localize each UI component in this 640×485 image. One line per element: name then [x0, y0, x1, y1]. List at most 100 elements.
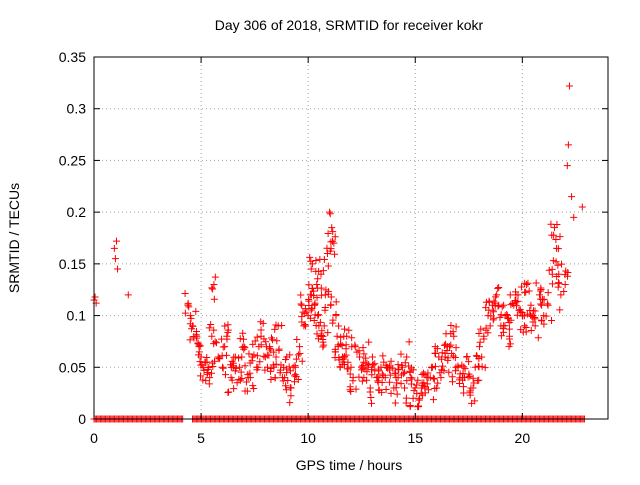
data-point: [256, 358, 264, 366]
data-point: [532, 279, 540, 287]
data-point: [548, 317, 556, 325]
data-point: [254, 363, 262, 371]
data-point: [313, 281, 321, 289]
data-point: [444, 354, 452, 362]
data-point: [208, 369, 216, 377]
data-point: [181, 309, 189, 317]
data-point: [544, 301, 552, 309]
data-point: [537, 317, 545, 325]
data-point: [368, 399, 376, 407]
data-point: [418, 371, 426, 379]
data-point: [523, 310, 531, 318]
x-tick-label: 5: [197, 430, 205, 446]
data-point: [331, 345, 339, 353]
data-point: [505, 325, 513, 333]
data-point: [189, 322, 197, 330]
data-point: [286, 351, 294, 359]
data-point: [208, 284, 216, 292]
data-point: [490, 314, 498, 322]
data-point: [200, 366, 208, 374]
data-point: [544, 289, 552, 297]
data-point: [232, 364, 240, 372]
data-point: [438, 355, 446, 363]
data-point: [557, 291, 565, 299]
data-point: [333, 332, 341, 340]
data-point: [365, 338, 373, 346]
data-point: [332, 311, 340, 319]
data-point: [257, 341, 265, 349]
data-point: [447, 341, 455, 349]
data-point: [367, 394, 375, 402]
data-point: [466, 389, 474, 397]
data-point: [387, 357, 395, 365]
data-point: [348, 343, 356, 351]
data-point: [553, 221, 561, 229]
data-point: [237, 376, 245, 384]
data-point: [186, 336, 194, 344]
data-point: [459, 376, 467, 384]
data-point: [192, 328, 200, 336]
data-point: [508, 299, 516, 307]
data-point: [181, 289, 189, 297]
data-point: [552, 236, 560, 244]
data-point: [282, 382, 290, 390]
data-point: [527, 326, 535, 334]
data-point: [203, 358, 211, 366]
data-point: [429, 374, 437, 382]
data-point: [267, 367, 275, 375]
data-point: [316, 318, 324, 326]
data-point: [429, 396, 437, 404]
data-point: [205, 380, 213, 388]
data-point: [471, 397, 479, 405]
data-point: [489, 316, 497, 324]
data-point: [305, 295, 313, 303]
data-point: [415, 396, 423, 404]
data-point: [327, 245, 335, 253]
data-point: [369, 361, 377, 369]
data-point: [355, 347, 363, 355]
data-point: [306, 253, 314, 261]
data-point: [207, 320, 215, 328]
data-point: [512, 288, 520, 296]
x-tick-label: 20: [515, 430, 531, 446]
data-point: [329, 237, 337, 245]
data-point: [424, 369, 432, 377]
data-point: [378, 379, 386, 387]
data-point: [184, 301, 192, 309]
data-point: [282, 386, 290, 394]
data-point: [452, 323, 460, 331]
data-point: [320, 341, 328, 349]
data-point: [328, 224, 336, 232]
data-point: [382, 385, 390, 393]
y-tick-label: 0.15: [59, 256, 86, 272]
data-point: [436, 369, 444, 377]
data-point: [406, 401, 414, 409]
data-point: [195, 351, 203, 359]
data-point: [401, 359, 409, 367]
data-point: [263, 351, 271, 359]
data-point: [187, 314, 195, 322]
data-point: [346, 370, 354, 378]
data-point: [525, 287, 533, 295]
data-point: [451, 367, 459, 375]
data-point: [219, 343, 227, 351]
data-point: [560, 288, 568, 296]
data-point: [555, 280, 563, 288]
data-point: [565, 82, 573, 90]
data-point: [262, 338, 270, 346]
data-point: [298, 313, 306, 321]
data-point: [326, 208, 334, 216]
data-point: [578, 203, 586, 211]
data-point: [484, 329, 492, 337]
data-point: [199, 376, 207, 384]
data-point: [267, 376, 275, 384]
data-point: [219, 364, 227, 372]
data-point: [311, 300, 319, 308]
data-point: [554, 245, 562, 253]
data-point: [250, 351, 258, 359]
data-point: [393, 379, 401, 387]
data-point: [326, 210, 334, 218]
data-point: [266, 344, 274, 352]
data-point: [222, 351, 230, 359]
data-point: [366, 388, 374, 396]
